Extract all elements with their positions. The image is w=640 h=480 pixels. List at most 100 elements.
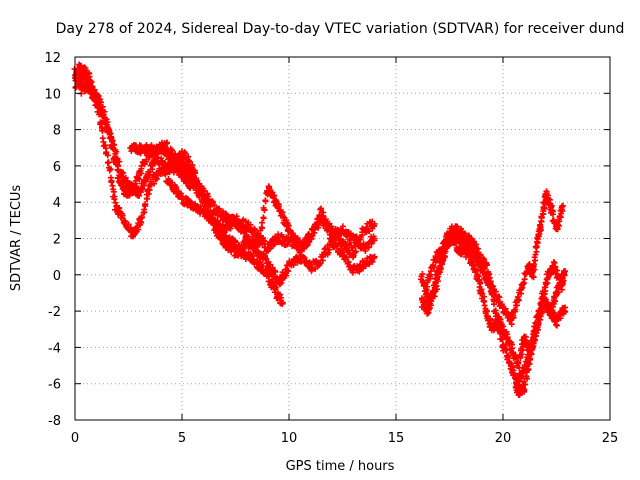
data-point bbox=[256, 237, 263, 244]
data-point bbox=[104, 119, 111, 126]
data-point bbox=[479, 263, 486, 270]
data-point bbox=[136, 192, 143, 199]
data-point bbox=[201, 206, 208, 213]
data-point bbox=[271, 192, 278, 199]
data-point bbox=[503, 346, 510, 353]
data-point bbox=[115, 167, 122, 174]
chart-title: Day 278 of 2024, Sidereal Day-to-day VTE… bbox=[56, 21, 625, 37]
data-point bbox=[536, 312, 543, 319]
data-point bbox=[533, 244, 540, 251]
data-point bbox=[499, 336, 506, 343]
data-point bbox=[108, 177, 115, 184]
data-point bbox=[267, 261, 274, 268]
data-point bbox=[532, 323, 539, 330]
data-point bbox=[137, 150, 144, 157]
data-point bbox=[533, 329, 540, 336]
data-point bbox=[349, 269, 356, 276]
data-point bbox=[250, 252, 257, 259]
data-point bbox=[554, 267, 561, 274]
data-point bbox=[550, 258, 557, 265]
data-point bbox=[182, 162, 189, 169]
data-point bbox=[540, 211, 547, 218]
data-point bbox=[98, 99, 105, 106]
data-point bbox=[322, 216, 329, 223]
data-point bbox=[125, 221, 132, 228]
data-point bbox=[257, 232, 264, 239]
axis-layer: 0 5 10 15 20 25 -8 -6 -4 -2 0 2 4 6 8 10 12 bbox=[44, 51, 618, 446]
data-point bbox=[509, 345, 516, 352]
data-point bbox=[101, 108, 108, 115]
series-track-h bbox=[512, 258, 569, 389]
data-point bbox=[138, 165, 145, 172]
y-tick-label: 8 bbox=[53, 124, 61, 139]
data-point bbox=[537, 305, 544, 312]
data-point bbox=[355, 237, 362, 244]
data-point bbox=[371, 235, 378, 242]
data-point bbox=[192, 169, 199, 176]
data-point bbox=[537, 223, 544, 230]
data-point bbox=[468, 246, 475, 253]
y-axis-label: SDTVAR / TECUs bbox=[9, 185, 24, 292]
data-point bbox=[487, 280, 494, 287]
data-point bbox=[139, 186, 146, 193]
data-point bbox=[512, 308, 519, 315]
data-point bbox=[458, 225, 465, 232]
data-point bbox=[523, 269, 530, 276]
data-point bbox=[262, 256, 269, 263]
data-point bbox=[516, 297, 523, 304]
data-layer bbox=[71, 61, 569, 399]
data-point bbox=[483, 261, 490, 268]
data-point bbox=[142, 201, 149, 208]
data-point bbox=[97, 119, 104, 126]
data-point bbox=[162, 171, 169, 178]
data-point bbox=[546, 304, 553, 311]
data-point bbox=[483, 307, 490, 314]
data-point bbox=[117, 173, 124, 180]
data-point bbox=[194, 177, 201, 184]
data-point bbox=[519, 284, 526, 291]
data-point bbox=[97, 110, 104, 117]
data-point bbox=[342, 239, 349, 246]
data-point bbox=[419, 271, 426, 278]
data-point bbox=[122, 174, 129, 181]
data-point bbox=[119, 212, 126, 219]
data-point bbox=[319, 257, 326, 264]
y-tick-label: 2 bbox=[53, 233, 61, 248]
data-point bbox=[173, 184, 180, 191]
data-point bbox=[102, 145, 109, 152]
data-point bbox=[95, 104, 102, 111]
y-tick-label: 10 bbox=[44, 87, 61, 102]
data-point bbox=[422, 299, 429, 306]
data-point bbox=[261, 206, 268, 213]
x-tick-label: 0 bbox=[71, 431, 79, 446]
data-point bbox=[186, 158, 193, 165]
data-point bbox=[294, 236, 301, 243]
data-point bbox=[431, 264, 438, 271]
data-point bbox=[498, 301, 505, 308]
data-point bbox=[309, 230, 316, 237]
data-point bbox=[82, 64, 89, 71]
data-point bbox=[141, 209, 148, 216]
data-point bbox=[559, 275, 566, 282]
data-point bbox=[106, 129, 113, 136]
data-point bbox=[520, 280, 527, 287]
series-track-a bbox=[71, 61, 286, 307]
data-point bbox=[325, 226, 332, 233]
data-point bbox=[259, 219, 266, 226]
y-tick-label: -8 bbox=[48, 414, 61, 429]
data-point bbox=[188, 163, 195, 170]
data-point bbox=[521, 387, 528, 394]
x-tick-label: 5 bbox=[178, 431, 186, 446]
data-point bbox=[371, 253, 378, 260]
data-point bbox=[178, 190, 185, 197]
data-point bbox=[113, 161, 120, 168]
data-point bbox=[493, 319, 500, 326]
data-point bbox=[118, 179, 125, 186]
data-point bbox=[93, 97, 100, 104]
data-point bbox=[553, 322, 560, 329]
data-point bbox=[554, 222, 561, 229]
data-point bbox=[557, 282, 564, 289]
data-point bbox=[419, 277, 426, 284]
data-point bbox=[219, 234, 226, 241]
data-point bbox=[522, 333, 529, 340]
